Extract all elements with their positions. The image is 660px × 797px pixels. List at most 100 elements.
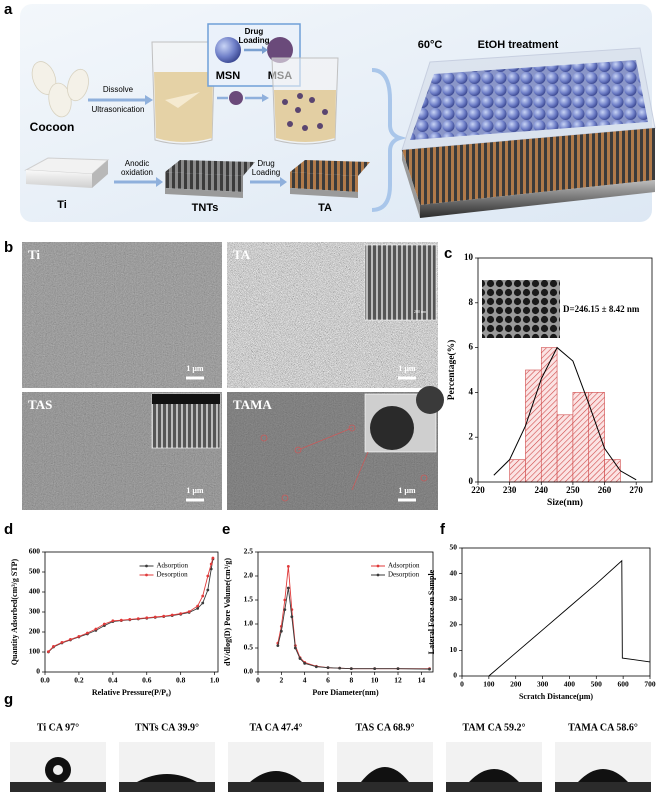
y-axis-label: dV/dlog(D) Pore Volume(cm³/g) xyxy=(223,558,232,666)
marker xyxy=(286,586,290,590)
substrate xyxy=(119,782,215,792)
marker xyxy=(162,614,166,618)
legend-marker xyxy=(376,573,380,577)
arrow-head xyxy=(280,177,287,187)
particle-marks xyxy=(260,424,428,502)
bar xyxy=(572,392,590,483)
particle-image xyxy=(370,406,414,450)
x-tick-label: 220 xyxy=(471,485,485,495)
droplet xyxy=(250,771,302,782)
droplet xyxy=(469,769,519,782)
legend-label: Adsorption xyxy=(157,562,189,570)
sphere-layer xyxy=(410,60,648,140)
bar xyxy=(604,459,621,483)
x-tick-label: 1.0 xyxy=(210,676,220,685)
cocoon-label: Cocoon xyxy=(30,120,75,134)
x-tick-label: 4 xyxy=(303,676,307,685)
line xyxy=(277,566,430,670)
step-label: oxidation xyxy=(121,168,153,177)
y-tick-label: 2 xyxy=(469,431,474,441)
y-tick-label: 100 xyxy=(29,647,41,656)
marker xyxy=(145,616,149,620)
panel-label: d xyxy=(4,521,13,538)
panel-label: c xyxy=(444,245,452,262)
y-tick-label: 0.5 xyxy=(244,643,254,652)
marker xyxy=(46,650,50,653)
y-tick-label: 8 xyxy=(469,297,474,307)
scale-label: 1 μm xyxy=(186,364,204,373)
legend-marker xyxy=(145,573,148,577)
marker xyxy=(119,618,123,622)
y-tick-label: 0.0 xyxy=(244,667,254,676)
x-tick-label: 200 xyxy=(510,680,522,689)
x-tick-label: 240 xyxy=(535,485,549,495)
bar xyxy=(588,392,605,483)
x-tick-label: 600 xyxy=(618,680,630,689)
x-tick-label: 2 xyxy=(279,676,283,685)
marker xyxy=(179,612,183,615)
arrow-head xyxy=(156,177,163,187)
droplet xyxy=(578,769,628,782)
y-tick-label: 6 xyxy=(469,342,474,352)
inset-top xyxy=(152,394,220,404)
bar xyxy=(540,347,558,483)
panel-label: b xyxy=(4,239,13,256)
x-tick-label: 0 xyxy=(256,676,260,685)
panel-label: e xyxy=(222,521,230,538)
ta-side xyxy=(290,172,358,192)
panel-label: a xyxy=(4,1,13,18)
scale-label: 1 μm xyxy=(398,486,416,495)
y-tick-label: 300 xyxy=(29,607,41,616)
y-tick-label: 500 xyxy=(29,567,41,576)
ti-label: Ti xyxy=(57,199,67,211)
substrate xyxy=(555,782,651,792)
x-tick-label: 250 xyxy=(566,485,580,495)
contact-angle-label: TAS CA 68.9° xyxy=(355,722,414,733)
y-axis-label: Quantity Adsorbed(cm³/g STP) xyxy=(10,558,19,665)
y-tick-label: 50 xyxy=(450,543,458,552)
beaker-liquid xyxy=(274,90,336,142)
marker xyxy=(201,594,205,598)
x-tick-label: 300 xyxy=(537,680,549,689)
y-tick-label: 30 xyxy=(450,594,458,603)
panel-g: g Ti CA 97° TNTs CA 39.9° TA CA 47.4° TAS C… xyxy=(4,691,651,792)
x-tick-label: 6 xyxy=(326,676,330,685)
ta-plate xyxy=(290,160,370,176)
legend-label: Desorption xyxy=(157,571,189,579)
legend-marker xyxy=(376,564,380,568)
marker xyxy=(428,667,431,671)
marker xyxy=(293,646,297,650)
x-axis-label: Pore Diameter(nm) xyxy=(312,688,379,697)
substrate xyxy=(337,782,433,792)
marker xyxy=(338,666,342,670)
marker xyxy=(286,565,290,568)
legend-label: Desorption xyxy=(388,571,420,579)
marker xyxy=(303,661,307,665)
image-label: TAMA xyxy=(233,397,272,412)
marker xyxy=(153,615,157,619)
line xyxy=(48,557,214,652)
marker xyxy=(187,610,191,613)
x-tick-label: 230 xyxy=(503,485,517,495)
panel-label: f xyxy=(440,521,446,538)
plot-frame xyxy=(44,551,219,673)
marker xyxy=(52,645,55,648)
marker xyxy=(136,617,140,620)
step-label: Anodic xyxy=(125,159,149,168)
plot-frame xyxy=(257,551,434,673)
panel-b: b Ti TA TAS TAMA 1 μm 1 μm 200 nm 1 μm 1… xyxy=(4,239,444,510)
tnts-label: TNTs xyxy=(192,202,219,214)
sem-image xyxy=(22,242,222,388)
x-tick-label: 0.6 xyxy=(142,676,152,685)
temperature-label: 60°C xyxy=(418,39,443,51)
droplet xyxy=(361,767,409,782)
bar xyxy=(556,414,574,483)
marker xyxy=(196,607,200,610)
marker xyxy=(201,601,205,605)
y-tick-label: 10 xyxy=(464,252,474,262)
treatment-label: EtOH treatment xyxy=(478,39,559,51)
y-tick-label: 600 xyxy=(29,547,41,556)
y-tick-label: 2.0 xyxy=(244,571,254,580)
substrate xyxy=(10,782,106,792)
